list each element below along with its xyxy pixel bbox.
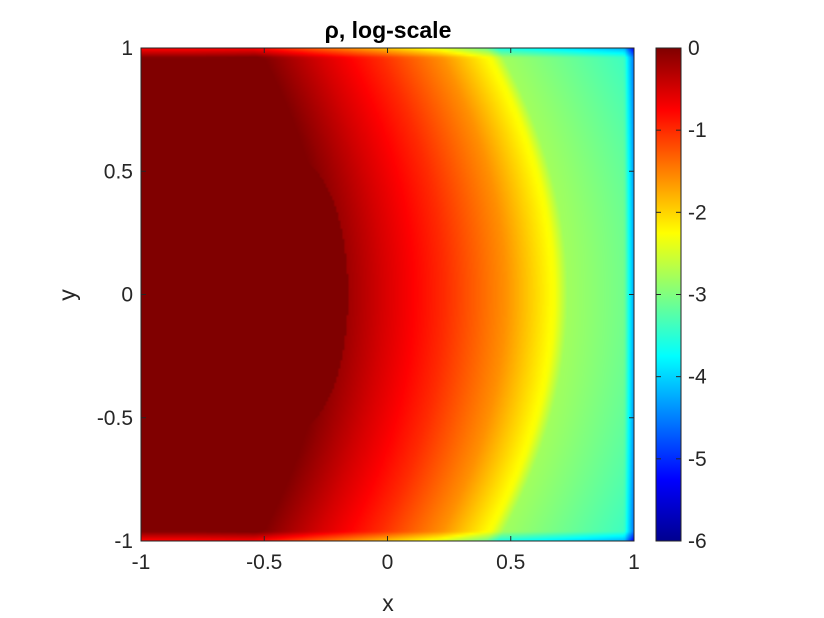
y-tick-label: 0.5 bbox=[104, 160, 133, 183]
colorbar-ticks: 0 -1 -2 -3 -4 -5 -6 bbox=[656, 37, 707, 553]
colorbar-tick-label: -2 bbox=[688, 201, 707, 224]
x-tick-label: -0.5 bbox=[246, 551, 282, 574]
y-axis: -1 -0.5 0 0.5 1 bbox=[97, 37, 634, 553]
y-tick-label: 0 bbox=[121, 284, 133, 307]
x-axis: -1 -0.5 0 0.5 1 bbox=[132, 48, 640, 574]
chart-title: ρ, log-scale bbox=[325, 17, 452, 43]
x-tick-label: 0.5 bbox=[496, 551, 525, 574]
colorbar-tick-label: -1 bbox=[688, 119, 707, 142]
x-tick-label: 0 bbox=[382, 551, 394, 574]
heatmap-plot-area bbox=[141, 48, 634, 541]
y-tick-label: -0.5 bbox=[97, 407, 133, 430]
colorbar-tick-label: -3 bbox=[688, 284, 707, 307]
y-tick-label: -1 bbox=[114, 530, 133, 553]
colorbar-tick-label: -6 bbox=[688, 530, 707, 553]
colorbar: 0 -1 -2 -3 -4 -5 -6 bbox=[655, 37, 707, 553]
y-tick-label: 1 bbox=[121, 37, 133, 60]
x-axis-label: x bbox=[382, 590, 394, 616]
colorbar-tick-label: -4 bbox=[688, 366, 707, 389]
x-tick-label: 1 bbox=[628, 551, 640, 574]
heatmap-image bbox=[141, 48, 634, 541]
y-axis-label: y bbox=[54, 289, 80, 301]
colorbar-tick-label: -5 bbox=[688, 448, 707, 471]
x-tick-label: -1 bbox=[132, 551, 151, 574]
colorbar-tick-label: 0 bbox=[688, 37, 700, 60]
